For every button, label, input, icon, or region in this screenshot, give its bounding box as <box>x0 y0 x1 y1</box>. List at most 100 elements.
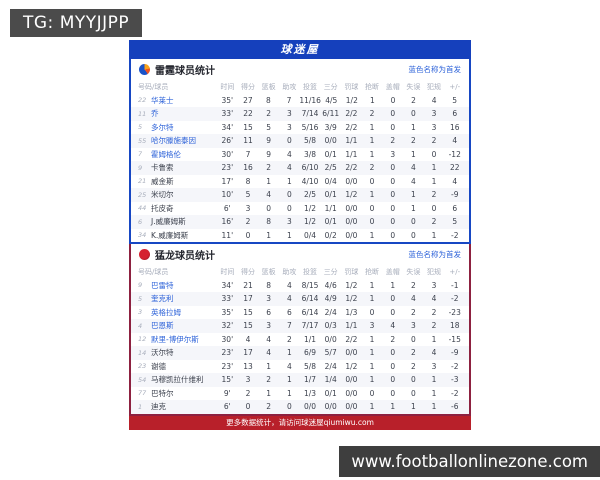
player-name: 乔 <box>151 109 159 119</box>
stat-value: 0 <box>390 122 396 132</box>
stat-value: 0 <box>390 388 396 398</box>
stat-value: 0/0 <box>345 230 358 240</box>
stat-value: 3 <box>286 217 292 227</box>
jersey-number: 9 <box>138 163 143 172</box>
column-header-row: 号码/球员 时间 得分 篮板 助攻 投篮 三分 罚球 抢断 盖帽 失误 犯规 +/- <box>131 265 469 279</box>
player-cell: 3 英格拉姆 <box>131 307 217 318</box>
player-name: 默里-博伊尔斯 <box>151 334 199 344</box>
stat-value: 0 <box>245 230 251 240</box>
column-header: 抢断 <box>365 267 380 276</box>
stat-value: 2 <box>410 136 416 146</box>
player-name: K.威廉姆斯 <box>151 230 189 240</box>
stat-value: 1/7 <box>303 375 317 385</box>
stat-value: 2/4 <box>324 361 337 371</box>
player-name: 哈尔滕施泰因 <box>151 136 196 146</box>
stat-value: 22 <box>243 109 253 119</box>
stat-value: 4 <box>452 136 458 146</box>
column-header: 盖帽 <box>385 267 400 276</box>
stat-value: 0 <box>410 334 416 344</box>
player-row: 1 迪克 6' 0 2 0 0/0 0/0 0/0 1 1 1 1 -6 <box>131 400 469 414</box>
team-section: 雷霆球员统计 蓝色名称为首发号码/球员 时间 得分 篮板 助攻 投篮 三分 罚球 抢断 盖帽 失误 犯规… <box>129 59 471 244</box>
stat-value: 0 <box>286 190 292 200</box>
stat-value: 1 <box>369 375 375 385</box>
player-name: 谢德 <box>151 361 166 371</box>
stat-value: 1/3 <box>345 307 358 317</box>
stat-value: -3 <box>450 375 459 385</box>
column-header: 得分 <box>241 82 255 91</box>
player-row: 6 J.威廉姆斯 16' 2 8 3 1/2 0/1 0/0 0 0 0 2 5 <box>131 215 469 229</box>
stat-value: 4/10 <box>301 176 319 186</box>
stat-value: 1 <box>266 361 272 371</box>
stat-value: 2 <box>369 163 375 173</box>
stat-value: 1 <box>369 334 375 344</box>
stat-value: 1 <box>266 230 272 240</box>
column-header: 犯规 <box>427 82 442 91</box>
stat-value: 7/17 <box>301 321 319 331</box>
jersey-number: 3 <box>138 308 143 317</box>
team-section: 猛龙球员统计 蓝色名称为首发 号码/球员 时间 得分 篮板 助攻 投篮 三分 罚球 抢断 盖帽 失误 犯规… <box>129 244 471 416</box>
column-header: 篮板 <box>261 82 276 91</box>
stat-value: 26' <box>221 136 234 146</box>
stat-value: 16 <box>243 163 253 173</box>
player-name: 巴雷特 <box>151 280 174 290</box>
player-cell: 12 默里-博伊尔斯 <box>131 334 217 345</box>
stat-value: 4 <box>390 321 396 331</box>
player-row: 55 哈尔滕施泰因 26' 11 9 0 5/8 0/0 1/1 1 2 2 2 4 <box>131 134 469 148</box>
player-row: 9 卡鲁索 23' 16 2 4 6/10 2/5 2/2 2 0 4 1 22 <box>131 161 469 175</box>
starters-legend: 蓝色名称为首发 <box>408 65 462 74</box>
stat-value: 0/4 <box>303 230 317 240</box>
stat-value: 0 <box>431 149 437 159</box>
stat-value: 4 <box>410 176 416 186</box>
stat-value: -2 <box>450 294 459 304</box>
stat-value: 2 <box>266 375 272 385</box>
stat-value: 2/5 <box>324 163 337 173</box>
stat-value: 3/9 <box>324 122 337 132</box>
stat-value: 1 <box>410 122 416 132</box>
player-row: 25 米切尔 10' 5 4 0 2/5 0/1 1/2 1 0 1 2 -9 <box>131 188 469 202</box>
stat-value: 6 <box>286 307 292 317</box>
stat-value: 6 <box>266 307 272 317</box>
stat-value: 0/0 <box>345 375 358 385</box>
stat-value: 2 <box>266 163 272 173</box>
column-header: 投篮 <box>303 267 318 276</box>
player-cell: 21 威金斯 <box>131 176 217 187</box>
stat-value: 15' <box>221 375 234 385</box>
jersey-number: 23 <box>138 362 147 371</box>
stat-value: 1/1 <box>345 136 358 146</box>
stat-value: 3 <box>245 203 251 213</box>
stat-value: 8/15 <box>301 280 319 290</box>
column-header: 得分 <box>241 267 255 276</box>
stat-value: 1/1 <box>324 203 337 213</box>
stat-value: 8 <box>245 176 251 186</box>
stat-value: 1 <box>369 190 375 200</box>
player-name: 多尔特 <box>151 122 174 132</box>
stat-value: 35' <box>221 95 234 105</box>
stat-value: 5 <box>452 217 458 227</box>
stat-value: 1 <box>369 136 375 146</box>
stat-value: 18 <box>449 321 460 331</box>
stat-value: 0 <box>431 203 437 213</box>
section-title: 雷霆球员统计 <box>155 66 215 77</box>
jersey-number: 34 <box>138 231 147 240</box>
player-row: 34 K.威廉姆斯 11' 0 1 1 0/4 0/2 0/0 1 0 0 1 -2 <box>131 229 469 243</box>
stat-value: 8 <box>266 217 272 227</box>
player-row: 21 威金斯 17' 8 1 1 4/10 0/4 0/0 0 0 4 1 4 <box>131 175 469 189</box>
column-header-row: 号码/球员 时间 得分 篮板 助攻 投篮 三分 罚球 抢断 盖帽 失误 犯规 +/- <box>131 80 469 94</box>
stat-value: 0/0 <box>345 402 358 412</box>
stat-value: 1/4 <box>324 375 337 385</box>
player-row: 7 霍姆格伦 30' 7 9 4 3/8 0/1 1/1 1 3 1 0 -12 <box>131 148 469 162</box>
player-row: 5 多尔特 34' 15 5 3 5/16 3/9 2/2 1 0 1 3 16 <box>131 121 469 135</box>
stat-value: 34' <box>221 122 234 132</box>
player-row: 5 奎克利 33' 17 3 4 6/14 4/9 1/2 1 0 4 4 -2 <box>131 292 469 306</box>
stat-value: -2 <box>450 230 459 240</box>
stat-value: 21 <box>243 280 253 290</box>
stat-value: 0 <box>245 402 251 412</box>
stat-value: 11' <box>221 230 234 240</box>
stat-value: 2/5 <box>303 190 317 200</box>
stat-value: 35' <box>221 307 234 317</box>
player-cell: 54 马穆凯拉什维利 <box>131 374 217 385</box>
stat-value: 2/2 <box>345 109 358 119</box>
stat-value: 6 <box>452 109 458 119</box>
player-cell: 4 巴恩斯 <box>131 320 217 331</box>
